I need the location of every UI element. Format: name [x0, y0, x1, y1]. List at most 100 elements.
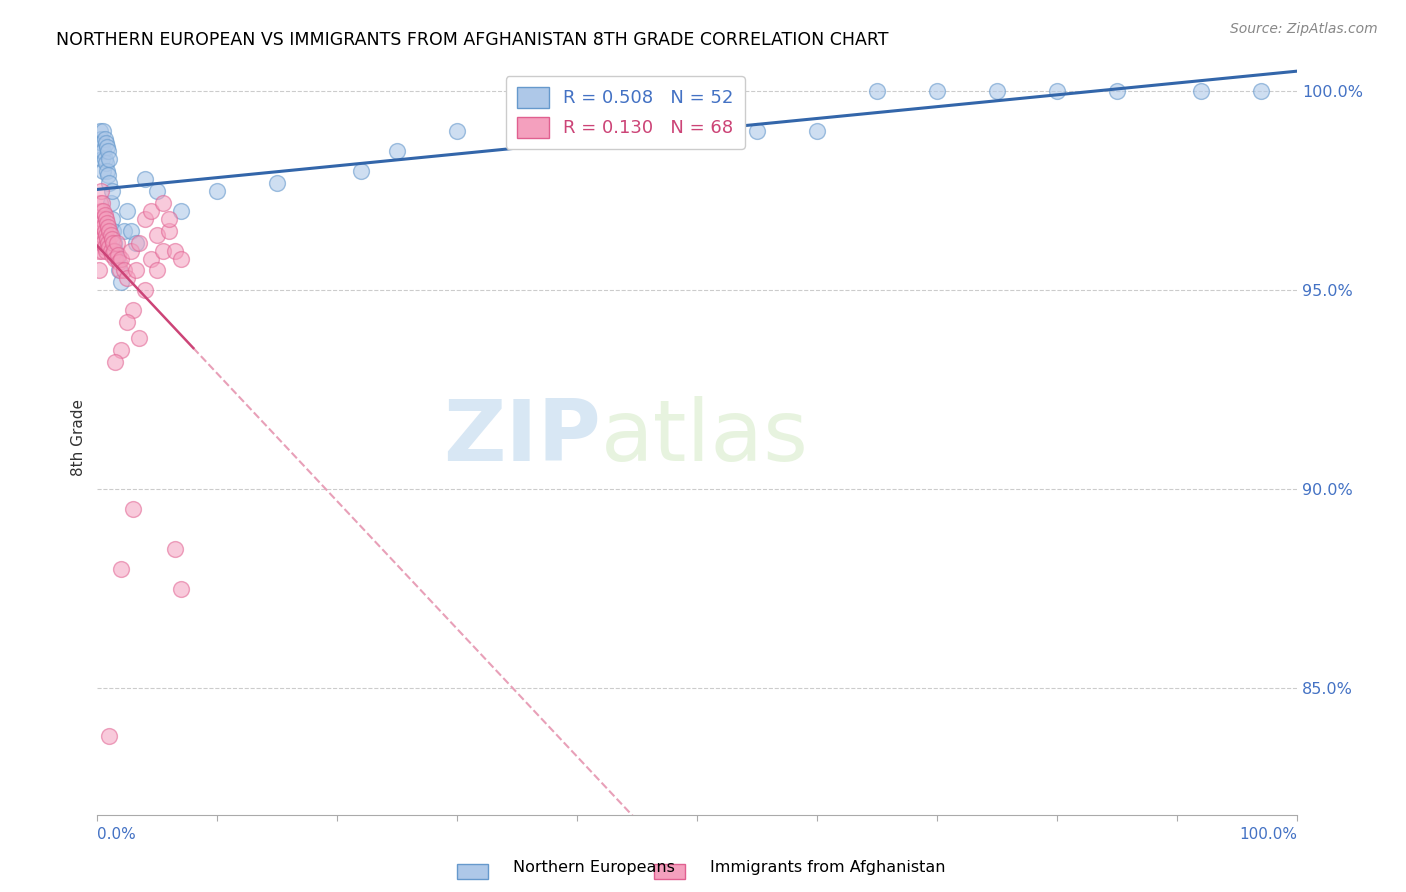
- Point: [91, 211, 114, 226]
- Point: [91, 244, 114, 258]
- Point: [93, 224, 115, 238]
- Point: [91, 227, 114, 242]
- Point: [103, 235, 125, 250]
- Point: [141, 252, 163, 266]
- Point: [94, 136, 117, 150]
- Point: [112, 263, 135, 277]
- Point: [89, 211, 111, 226]
- Point: [128, 331, 150, 345]
- Point: [93, 132, 115, 146]
- Point: [98, 729, 121, 743]
- Point: [100, 244, 122, 258]
- Text: Immigrants from Afghanistan: Immigrants from Afghanistan: [710, 861, 945, 875]
- Point: [125, 263, 148, 277]
- Point: [96, 232, 118, 246]
- Point: [93, 152, 115, 166]
- Text: 100.0%: 100.0%: [1239, 828, 1296, 842]
- Point: [567, 124, 589, 138]
- Point: [108, 255, 131, 269]
- Point: [152, 195, 174, 210]
- Point: [134, 211, 156, 226]
- Point: [110, 562, 132, 576]
- Point: [104, 244, 127, 258]
- Point: [97, 219, 120, 234]
- Text: Source: ZipAtlas.com: Source: ZipAtlas.com: [1230, 22, 1378, 37]
- Point: [100, 232, 122, 246]
- Point: [122, 303, 145, 318]
- Point: [93, 144, 115, 158]
- Point: [100, 247, 122, 261]
- Point: [134, 283, 156, 297]
- Point: [108, 263, 131, 277]
- Point: [165, 244, 187, 258]
- Point: [93, 239, 115, 253]
- Point: [90, 203, 112, 218]
- Point: [866, 84, 889, 98]
- Point: [157, 211, 180, 226]
- Point: [122, 502, 145, 516]
- Point: [97, 235, 120, 250]
- Point: [93, 164, 115, 178]
- Text: NORTHERN EUROPEAN VS IMMIGRANTS FROM AFGHANISTAN 8TH GRADE CORRELATION CHART: NORTHERN EUROPEAN VS IMMIGRANTS FROM AFG…: [56, 31, 889, 49]
- Text: ZIP: ZIP: [443, 396, 602, 479]
- Point: [103, 244, 125, 258]
- Point: [91, 136, 114, 150]
- Point: [152, 244, 174, 258]
- Point: [100, 195, 122, 210]
- Point: [117, 203, 139, 218]
- Point: [125, 235, 148, 250]
- Point: [97, 144, 120, 158]
- Point: [91, 195, 114, 210]
- Point: [626, 124, 648, 138]
- Point: [100, 211, 122, 226]
- Point: [87, 263, 110, 277]
- Point: [128, 235, 150, 250]
- Point: [350, 164, 373, 178]
- Point: [112, 224, 135, 238]
- Point: [89, 232, 111, 246]
- Point: [387, 144, 409, 158]
- Point: [90, 184, 112, 198]
- Point: [89, 124, 111, 138]
- Point: [927, 84, 949, 98]
- Point: [98, 224, 121, 238]
- Point: [170, 203, 193, 218]
- Point: [120, 244, 142, 258]
- Point: [98, 152, 121, 166]
- Point: [100, 184, 122, 198]
- Point: [747, 124, 769, 138]
- Point: [90, 132, 112, 146]
- Point: [986, 84, 1008, 98]
- Point: [105, 235, 128, 250]
- Point: [1250, 84, 1272, 98]
- Point: [100, 227, 122, 242]
- Point: [134, 172, 156, 186]
- Point: [506, 124, 529, 138]
- Point: [94, 211, 117, 226]
- Point: [94, 244, 117, 258]
- Point: [94, 156, 117, 170]
- Point: [170, 252, 193, 266]
- Y-axis label: 8th Grade: 8th Grade: [72, 399, 86, 476]
- Point: [98, 176, 121, 190]
- Text: atlas: atlas: [602, 396, 810, 479]
- Point: [806, 124, 828, 138]
- Point: [94, 227, 117, 242]
- Point: [90, 144, 112, 158]
- Point: [165, 541, 187, 556]
- Point: [157, 224, 180, 238]
- Point: [90, 235, 112, 250]
- Point: [146, 263, 169, 277]
- Point: [91, 152, 114, 166]
- Point: [97, 168, 120, 182]
- Point: [87, 224, 110, 238]
- Point: [101, 224, 124, 238]
- Point: [1046, 84, 1069, 98]
- Point: [266, 176, 288, 190]
- Point: [1107, 84, 1129, 98]
- Point: [93, 219, 115, 234]
- Point: [101, 235, 124, 250]
- Legend: R = 0.508   N = 52, R = 0.130   N = 68: R = 0.508 N = 52, R = 0.130 N = 68: [506, 76, 745, 149]
- Point: [146, 227, 169, 242]
- Point: [89, 195, 111, 210]
